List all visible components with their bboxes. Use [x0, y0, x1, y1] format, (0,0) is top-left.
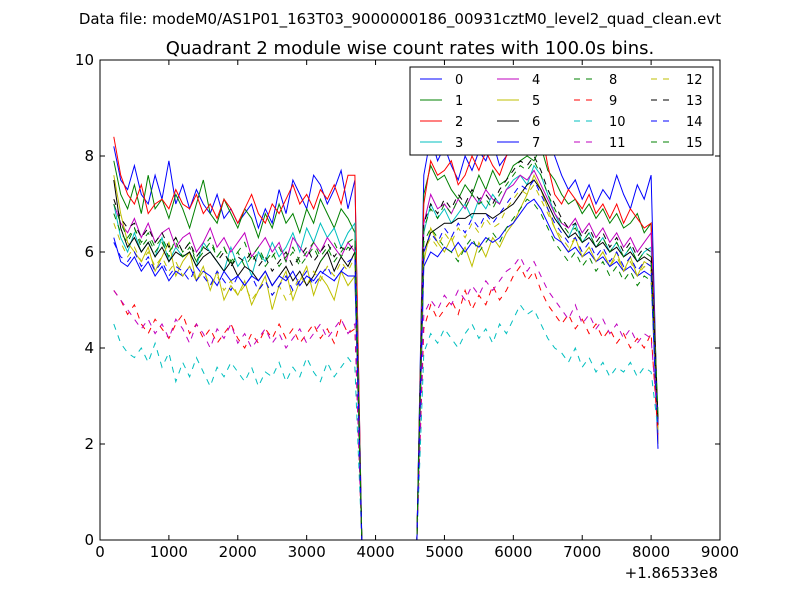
legend-label-6: 6: [532, 115, 540, 130]
legend-label-1: 1: [455, 94, 463, 109]
plot-frame: [99, 59, 721, 541]
x-tick-label: 0: [95, 543, 105, 561]
x-tick-label: 9000: [701, 543, 739, 561]
x-tick-label: 4000: [356, 543, 394, 561]
legend-label-4: 4: [532, 73, 540, 88]
x-tick-label: 5000: [425, 543, 463, 561]
series-line-13: [113, 155, 659, 541]
legend-label-15: 15: [686, 136, 703, 151]
x-tick-label: 1000: [150, 543, 188, 561]
x-tick-label: 2000: [219, 543, 257, 561]
legend-label-14: 14: [686, 115, 703, 130]
legend-label-0: 0: [455, 73, 463, 88]
legend-label-8: 8: [609, 73, 617, 88]
legend-label-13: 13: [686, 94, 703, 109]
legend-label-7: 7: [532, 136, 540, 151]
x-axis: 0 1000 2000 3000 4000 5000 6000 7000 8000 9000: [95, 60, 739, 561]
x-offset-label: +1.86533e8: [625, 564, 718, 582]
series-line-8: [113, 198, 659, 541]
x-tick-label: 3000: [288, 543, 326, 561]
legend-label-2: 2: [455, 115, 463, 130]
chart-title: Quadrant 2 module wise count rates with …: [166, 38, 655, 59]
legend-label-10: 10: [609, 115, 626, 130]
y-tick-label: 8: [84, 147, 94, 165]
series-line-12: [113, 183, 659, 541]
legend-label-5: 5: [532, 94, 540, 109]
y-tick-label: 10: [75, 51, 94, 69]
legend-label-11: 11: [609, 136, 626, 151]
y-tick-label: 2: [84, 435, 94, 453]
x-tick-label: 6000: [494, 543, 532, 561]
data-file-title: Data file: modeM0/AS1P01_163T03_90000001…: [79, 10, 721, 29]
legend-box: [409, 66, 714, 156]
x-tick-label: 8000: [632, 543, 670, 561]
y-tick-label: 0: [84, 531, 94, 549]
legend-label-12: 12: [686, 73, 703, 88]
x-tick-label: 7000: [563, 543, 601, 561]
series-line-15: [113, 159, 659, 541]
legend-label-9: 9: [609, 94, 617, 109]
legend-label-3: 3: [455, 136, 463, 151]
y-tick-label: 4: [84, 339, 94, 357]
y-tick-label: 6: [84, 243, 94, 261]
